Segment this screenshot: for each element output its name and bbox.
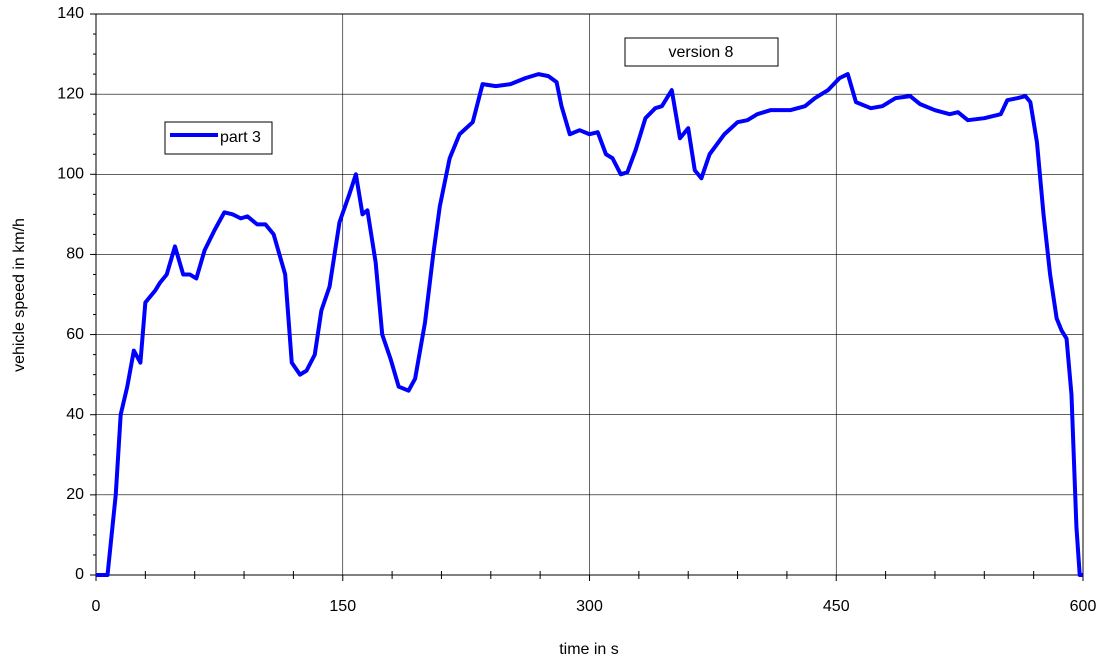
x-tick-label: 0 — [92, 598, 101, 615]
y-tick-label: 100 — [57, 166, 84, 183]
x-axis-label: time in s — [559, 641, 619, 658]
line — [96, 72, 1083, 577]
y-tick-label: 20 — [66, 486, 84, 503]
x-tick-label: 600 — [1070, 598, 1097, 615]
y-axis-label: vehicle speed in km/h — [11, 218, 28, 372]
y-tick-label: 120 — [57, 85, 84, 102]
annotation: version 8 — [669, 44, 734, 61]
y-tick-label: 40 — [66, 406, 84, 423]
y-tick-label: 0 — [75, 566, 84, 583]
y-tick-label: 60 — [66, 326, 84, 343]
x-tick-label: 150 — [329, 598, 356, 615]
x-tick-label: 300 — [576, 598, 603, 615]
annotation-box — [624, 37, 779, 67]
x-tick-label: 450 — [823, 598, 850, 615]
legend-box — [164, 121, 273, 155]
y-tick-label: 80 — [66, 246, 84, 263]
y-tick-label: 140 — [57, 5, 84, 22]
legend-label: part 3 — [220, 129, 261, 146]
